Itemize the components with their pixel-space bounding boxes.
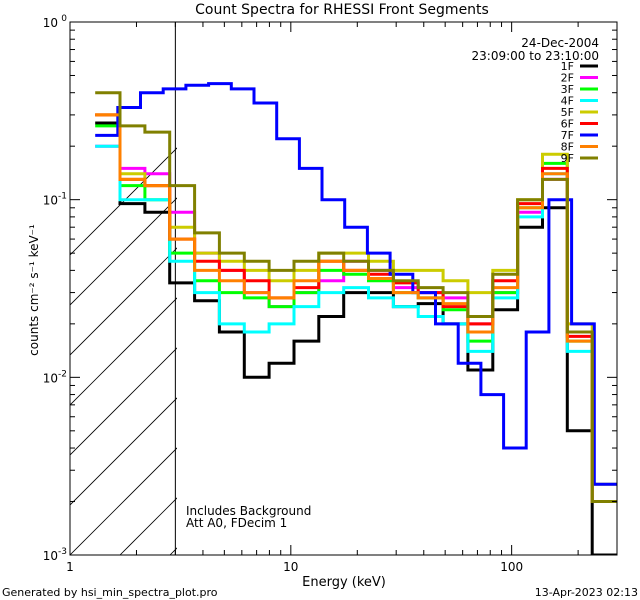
y-tick-exponent: -1: [58, 192, 67, 202]
series-line-9F: [95, 91, 617, 503]
y-tick-exponent: -3: [58, 547, 67, 557]
y-tick-exponent: -2: [58, 369, 67, 379]
y-tick-label: 10: [43, 16, 58, 30]
note-attenuator: Att A0, FDecim 1: [186, 516, 287, 530]
plot-frame: [69, 21, 618, 556]
legend-label: 4F: [561, 95, 574, 108]
date-label: 24-Dec-2004: [521, 36, 599, 50]
legend-label: 8F: [561, 141, 574, 154]
x-tick-label: 10: [283, 560, 298, 574]
series-line-8F: [95, 113, 617, 503]
y-tick-label: 10: [43, 194, 58, 208]
footer-timestamp: 13-Apr-2023 02:13: [535, 586, 638, 599]
chart-title: Count Spectra for RHESSI Front Segments: [195, 2, 489, 18]
hatch-line: [70, 247, 177, 356]
legend-label: 2F: [561, 72, 574, 85]
x-axis-label: Energy (keV): [302, 575, 386, 590]
x-axis: 1 10 100: [66, 22, 618, 574]
series-line-4F: [95, 144, 617, 503]
note-background: Includes Background: [186, 504, 311, 518]
x-tick-label: 1: [66, 560, 74, 574]
x-tick-label: 100: [500, 560, 523, 574]
hatch-line: [70, 447, 177, 555]
legend-label: 9F: [561, 152, 574, 165]
series-group: [95, 82, 617, 555]
time-range-label: 23:09:00 to 23:10:00: [472, 49, 599, 63]
legend-label: 7F: [561, 129, 574, 142]
y-tick-label: 10: [43, 549, 58, 563]
attenuator-hatch-region: [70, 147, 177, 555]
legend-label: 6F: [561, 118, 574, 131]
y-tick-exponent: 0: [61, 14, 67, 24]
series-line-7F: [95, 82, 617, 486]
legend-label: 3F: [561, 83, 574, 96]
legend-label: 1F: [561, 60, 574, 73]
hatch-line: [70, 397, 177, 506]
y-tick-label: 10: [43, 371, 58, 385]
y-axis-label: counts cm⁻² s⁻¹ keV⁻¹: [27, 224, 41, 356]
footer-generated-by: Generated by hsi_min_spectra_plot.pro: [2, 586, 218, 599]
legend-label: 5F: [561, 106, 574, 119]
hatch-line: [70, 197, 177, 306]
